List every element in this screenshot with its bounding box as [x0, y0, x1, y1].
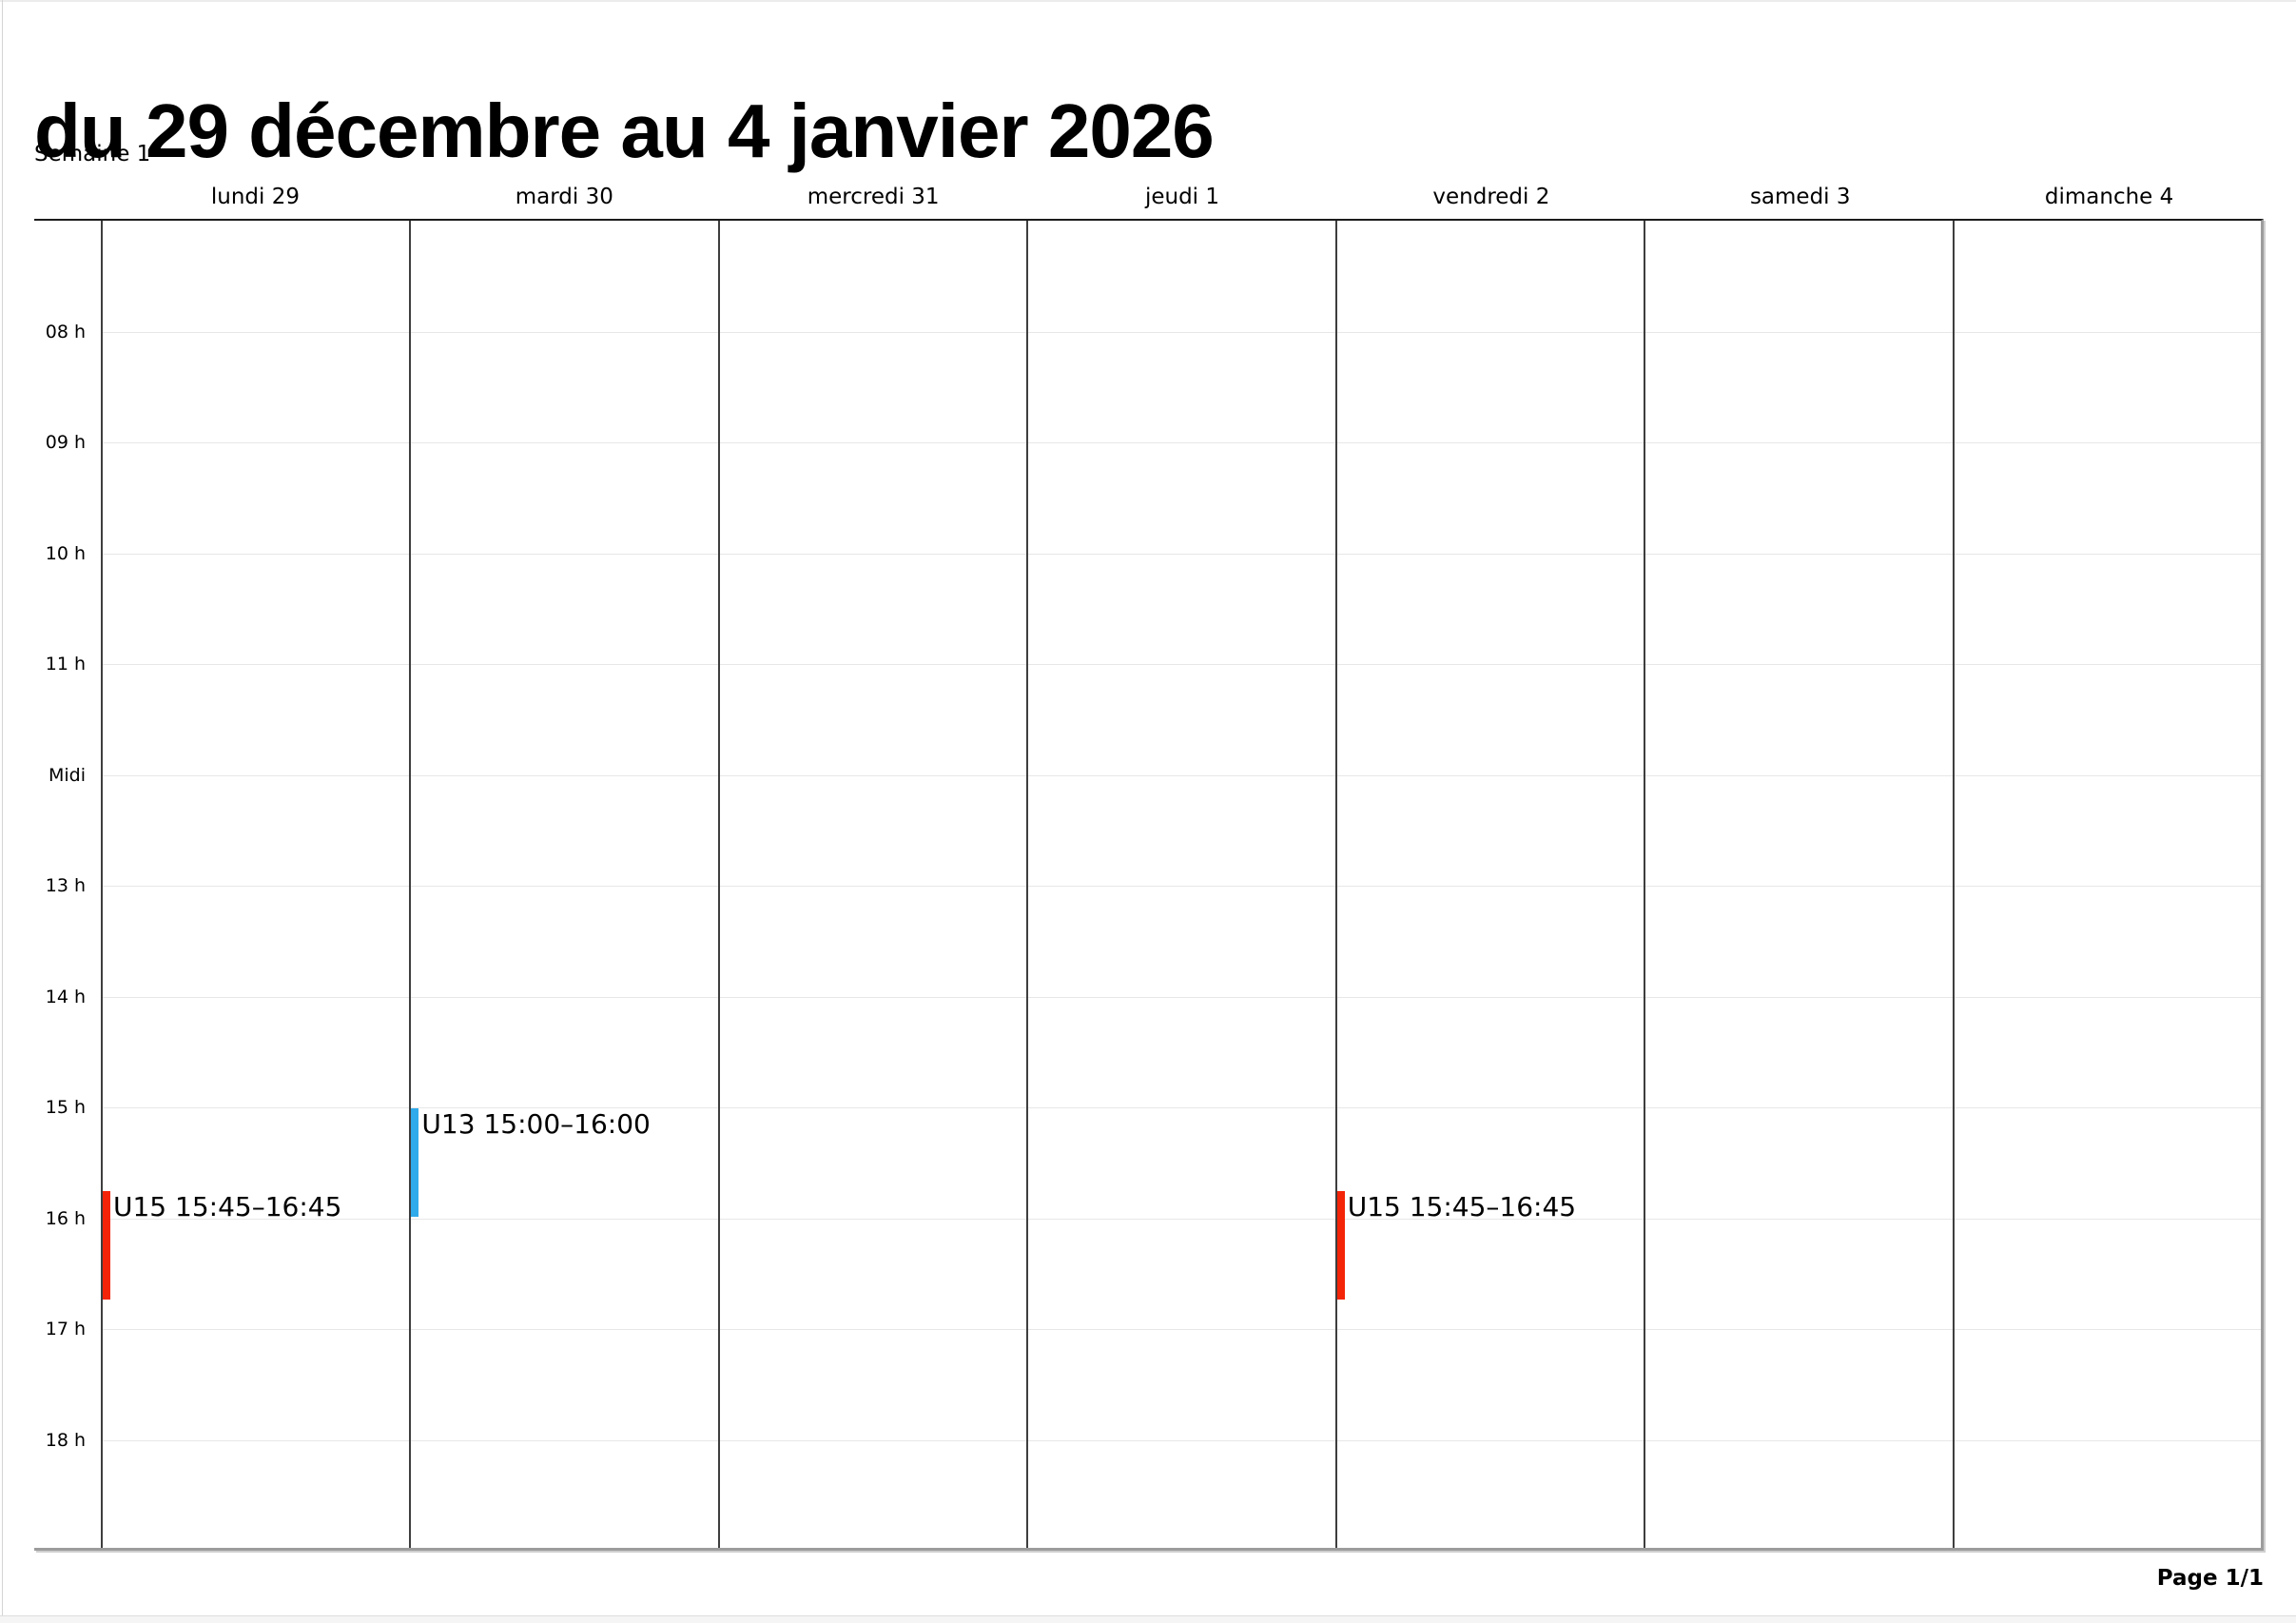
week-subtitle: Semaine 1 [34, 142, 151, 166]
column-divider [101, 221, 103, 1548]
day-header-7: dimanche 4 [2044, 185, 2174, 209]
event-color-bar [1336, 1191, 1345, 1300]
time-label: 09 h [45, 432, 86, 453]
time-label: 10 h [45, 542, 86, 564]
hour-gridline [101, 1107, 2261, 1108]
time-label: 13 h [45, 875, 86, 896]
week-calendar-grid: 08 h 09 h 10 h 11 h Midi 13 h 14 h 15 h 16 h 17 h… [34, 219, 2264, 1551]
day-column-2: U13 15:00–16:00 [409, 221, 717, 1548]
time-label: 14 h [45, 986, 86, 1007]
column-divider [1644, 221, 1646, 1548]
day-header-6: samedi 3 [1749, 185, 1851, 209]
page-edge-top [0, 0, 2296, 2]
time-label: 16 h [45, 1207, 86, 1229]
page-edge-bottom [0, 1615, 2296, 1623]
event-color-bar [411, 1108, 419, 1217]
hour-gridline [101, 996, 2261, 998]
calendar-event: U15 15:45–16:45 [1336, 1191, 1577, 1300]
page-number-label: Page 1/1 [2156, 1566, 2264, 1591]
hour-gridline [101, 886, 2261, 887]
time-label: 18 h [45, 1429, 86, 1451]
event-label: U15 15:45–16:45 [1347, 1191, 1577, 1223]
column-divider [1026, 221, 1029, 1548]
calendar-event: U13 15:00–16:00 [411, 1108, 651, 1217]
day-column-3 [718, 221, 1026, 1548]
column-divider [1952, 221, 1955, 1548]
column-divider [409, 221, 412, 1548]
time-label: 11 h [45, 654, 86, 675]
page-edge-left [2, 0, 3, 1623]
day-header-4: jeudi 1 [1144, 185, 1220, 209]
day-header-2: mardi 30 [515, 185, 613, 209]
day-column-1: U15 15:45–16:45 [101, 221, 409, 1548]
day-header-row: lundi 29 mardi 30 mercredi 31 jeudi 1 vendre… [34, 177, 2264, 217]
hour-gridline [101, 553, 2261, 555]
hour-gridline [101, 331, 2261, 333]
day-header-3: mercredi 31 [807, 185, 940, 209]
hour-gridline [101, 1218, 2261, 1220]
hour-gridline [101, 774, 2261, 776]
hour-gridline [101, 1329, 2261, 1330]
calendar-event: U15 15:45–16:45 [103, 1191, 341, 1300]
day-column-6 [1644, 221, 1952, 1548]
page-title: du 29 décembre au 4 janvier 2026 [34, 88, 1215, 173]
time-label: Midi [48, 764, 86, 786]
hour-gridline [101, 664, 2261, 665]
time-label: 17 h [45, 1319, 86, 1339]
hour-gridline [101, 442, 2261, 443]
time-label: 08 h [45, 321, 86, 342]
event-label: U15 15:45–16:45 [113, 1191, 342, 1223]
event-color-bar [103, 1191, 110, 1300]
day-header-1: lundi 29 [210, 185, 300, 209]
day-column-7 [1953, 221, 2261, 1548]
column-divider [1334, 221, 1337, 1548]
day-header-5: vendredi 2 [1432, 185, 1550, 209]
event-label: U13 15:00–16:00 [421, 1108, 651, 1140]
column-divider [717, 221, 720, 1548]
time-label: 15 h [45, 1097, 86, 1118]
day-column-5: U15 15:45–16:45 [1335, 221, 1644, 1548]
day-column-4 [1026, 221, 1334, 1548]
hour-gridline [101, 1439, 2261, 1441]
